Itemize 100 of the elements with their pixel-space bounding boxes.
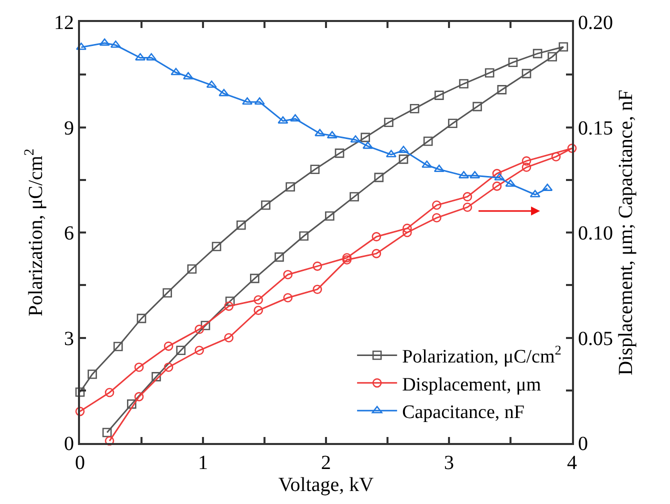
point — [402, 228, 412, 238]
point — [508, 58, 518, 67]
point — [410, 104, 420, 114]
point — [164, 342, 174, 351]
point — [422, 160, 432, 168]
point — [75, 406, 85, 416]
point — [386, 150, 396, 158]
point — [532, 48, 542, 58]
point — [402, 224, 412, 233]
point — [261, 200, 270, 210]
x-tick-label: 3 — [444, 452, 454, 474]
y-tick-label: 12 — [54, 12, 74, 34]
point — [176, 346, 186, 356]
point — [254, 306, 263, 316]
y2-tick-label: 0 — [578, 433, 588, 455]
point — [434, 90, 444, 100]
point — [278, 116, 288, 124]
point — [218, 88, 230, 96]
point — [224, 302, 234, 311]
point — [384, 118, 394, 127]
point — [372, 248, 382, 258]
point — [462, 192, 472, 202]
point — [350, 135, 361, 143]
point — [334, 148, 344, 158]
point — [242, 97, 253, 105]
point — [75, 387, 85, 397]
y2-tick-label: 0.20 — [578, 12, 613, 34]
y2-axis-title: Displacement, μm; Capacitance, nF — [615, 90, 637, 376]
point — [497, 85, 507, 94]
point — [113, 342, 123, 352]
point — [360, 132, 370, 142]
point — [372, 232, 382, 242]
x-tick-label: 4 — [567, 452, 577, 474]
point — [492, 168, 502, 178]
point — [551, 152, 561, 162]
y-tick-label: 6 — [64, 222, 74, 244]
point — [462, 202, 472, 212]
point — [170, 68, 182, 76]
point — [522, 162, 532, 172]
point — [299, 231, 309, 241]
point — [194, 346, 204, 356]
y2-tick-label: 0.15 — [578, 117, 613, 140]
point — [250, 274, 260, 284]
point — [432, 200, 442, 210]
point — [212, 242, 222, 252]
point — [136, 314, 146, 324]
point — [459, 79, 468, 88]
point — [99, 38, 110, 46]
point — [254, 97, 265, 105]
point — [274, 252, 284, 262]
point — [283, 293, 293, 302]
point — [134, 362, 144, 372]
point — [194, 324, 204, 334]
point — [342, 255, 352, 265]
x-tick-label: 1 — [198, 452, 208, 474]
point — [88, 370, 97, 379]
point — [374, 172, 384, 182]
point — [530, 190, 540, 198]
point — [134, 392, 144, 402]
point — [314, 128, 326, 136]
point — [225, 296, 235, 306]
point — [127, 399, 136, 409]
point — [254, 295, 263, 305]
point — [558, 42, 568, 52]
y-tick-label: 9 — [64, 117, 74, 140]
point — [286, 182, 295, 192]
point — [472, 102, 482, 112]
point — [104, 388, 114, 398]
point — [448, 118, 458, 128]
x-tick-label: 2 — [321, 452, 331, 474]
y-tick-label: 0 — [64, 433, 74, 455]
point — [342, 253, 352, 262]
y2-tick-label: 0.10 — [578, 222, 613, 244]
point — [102, 428, 112, 438]
point — [283, 270, 293, 280]
point — [162, 288, 172, 298]
point — [152, 372, 161, 382]
point — [325, 211, 334, 221]
point — [200, 320, 210, 330]
y2-tick-label: 0.05 — [578, 328, 613, 350]
point — [522, 156, 532, 166]
legend-label: Polarization, μC/cm$^{2}$ — [402, 342, 562, 368]
point — [187, 264, 197, 274]
point — [492, 182, 502, 191]
y-tick-label: 3 — [64, 328, 74, 350]
point — [522, 68, 532, 78]
legend-label: Capacitance, nF — [402, 402, 524, 424]
point — [567, 144, 577, 153]
point — [164, 362, 174, 372]
point — [224, 333, 234, 342]
point — [398, 146, 409, 154]
point — [548, 52, 557, 62]
point — [432, 213, 442, 222]
point — [310, 164, 320, 174]
point — [312, 262, 322, 271]
point — [423, 136, 433, 146]
point — [484, 68, 494, 78]
point — [104, 436, 114, 446]
legend-label: Displacement, μm — [402, 374, 542, 396]
point — [312, 284, 322, 294]
